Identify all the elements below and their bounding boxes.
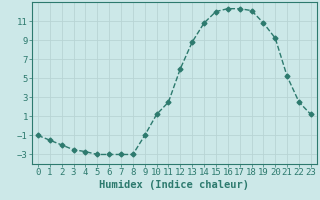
X-axis label: Humidex (Indice chaleur): Humidex (Indice chaleur) <box>100 180 249 190</box>
